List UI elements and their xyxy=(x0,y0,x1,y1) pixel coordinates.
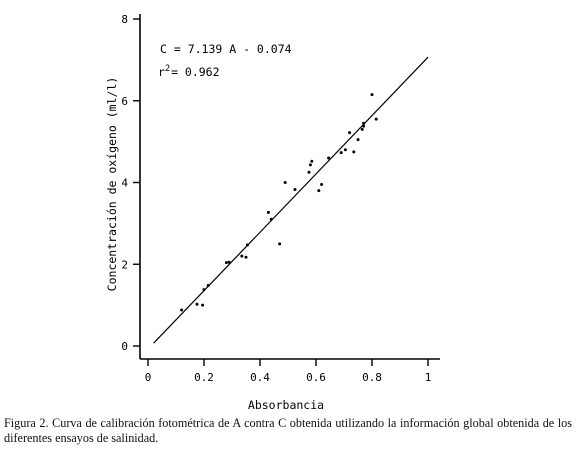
data-point xyxy=(356,138,360,142)
data-point xyxy=(245,243,249,247)
data-point xyxy=(307,170,311,174)
regression-line xyxy=(153,56,429,344)
y-tick-label: 6 xyxy=(121,95,128,108)
data-point xyxy=(180,308,184,312)
x-tick-label: 0.8 xyxy=(362,371,382,384)
data-point xyxy=(202,288,206,292)
y-tick-label: 8 xyxy=(121,13,128,26)
data-point xyxy=(206,284,210,288)
y-axis-title: Concentración de oxígeno (ml/l) xyxy=(105,77,119,292)
data-point xyxy=(293,187,297,191)
data-point xyxy=(308,163,312,167)
x-tick-label: 0.6 xyxy=(306,371,326,384)
data-point xyxy=(320,183,324,187)
data-point xyxy=(278,242,282,246)
data-point xyxy=(348,131,352,135)
y-tick-label: 0 xyxy=(121,340,128,353)
r-squared-symbol: r xyxy=(158,65,165,79)
data-point xyxy=(269,217,273,221)
y-tick-label: 4 xyxy=(121,177,128,190)
data-point xyxy=(370,93,374,97)
data-point xyxy=(266,210,270,214)
data-point xyxy=(195,302,199,306)
data-points-layer xyxy=(180,93,378,312)
data-point xyxy=(240,254,244,258)
data-point xyxy=(201,303,205,307)
x-tick-label: 0.2 xyxy=(194,371,214,384)
regression-equation: C = 7.139 A - 0.074 xyxy=(160,42,292,56)
data-point xyxy=(343,148,347,152)
data-point xyxy=(327,156,331,160)
r-squared-label: r2= 0.962 xyxy=(158,64,220,79)
y-tick-label: 2 xyxy=(121,258,128,271)
data-point xyxy=(360,127,364,131)
data-point xyxy=(339,151,343,155)
x-tick-label: 1 xyxy=(425,371,432,384)
data-point xyxy=(244,255,248,259)
axis-ticks: 0 0.2 0.4 0.6 0.8 1 0 2 4 6 8 xyxy=(121,13,431,384)
data-point xyxy=(362,124,366,128)
x-tick-label: 0 xyxy=(145,371,152,384)
data-point xyxy=(310,159,314,163)
data-point xyxy=(224,261,228,265)
data-point xyxy=(352,150,356,154)
data-point xyxy=(283,181,287,184)
x-axis-title: Absorbancia xyxy=(248,398,324,412)
figure-caption: Figura 2. Curva de calibración fotométri… xyxy=(4,416,572,445)
r-squared-value: = 0.962 xyxy=(171,65,219,79)
data-point xyxy=(227,260,231,264)
fit-line-layer xyxy=(153,56,429,344)
data-point xyxy=(374,117,378,121)
x-tick-label: 0.4 xyxy=(250,371,270,384)
data-point xyxy=(362,121,366,125)
data-point xyxy=(317,189,321,193)
r-squared-exponent: 2 xyxy=(165,64,170,74)
